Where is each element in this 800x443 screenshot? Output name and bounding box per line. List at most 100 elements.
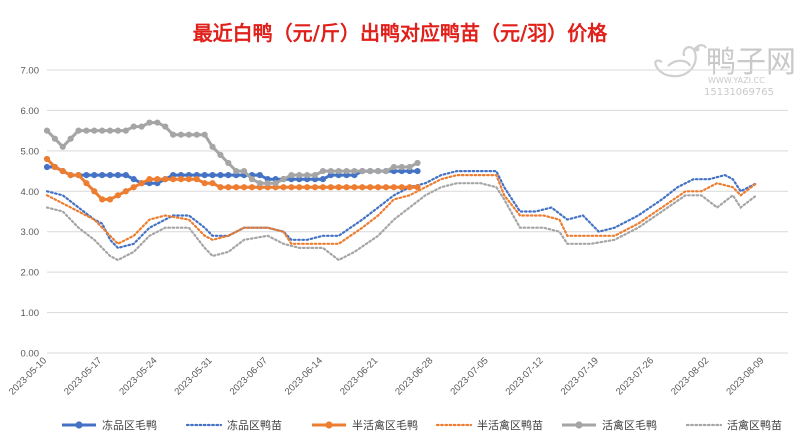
legend-label: 半活禽区毛鸭	[352, 418, 418, 432]
data-point	[99, 172, 106, 179]
series-lines	[43, 119, 758, 262]
data-point	[359, 167, 366, 175]
data-point	[225, 172, 232, 179]
data-point	[225, 159, 232, 167]
data-point	[390, 163, 397, 171]
data-point	[162, 123, 169, 130]
data-point	[122, 127, 129, 134]
data-point	[280, 176, 287, 183]
data-point	[59, 167, 66, 175]
data-point	[319, 167, 327, 175]
data-point	[170, 131, 177, 138]
series-line-6	[45, 182, 758, 262]
data-point	[343, 184, 350, 191]
data-point	[43, 127, 51, 134]
data-point	[209, 143, 216, 150]
data-point	[217, 151, 224, 158]
series-line-2	[45, 170, 758, 250]
x-tick-label: 2023-07-05	[448, 355, 490, 397]
data-point	[351, 167, 358, 175]
legend: 冻品区毛鸭 冻品区鸭苗 半活禽区毛鸭 半活禽区鸭苗 活禽区毛鸭 活禽区鸭苗	[62, 418, 782, 432]
y-tick-label: 2.00	[21, 268, 40, 279]
y-tick-label: 4.00	[21, 187, 40, 198]
data-point	[114, 192, 122, 199]
data-point	[327, 184, 334, 191]
data-point	[138, 180, 145, 187]
legend-marker	[75, 421, 83, 429]
legend-marker	[325, 421, 333, 429]
series-line-4	[45, 174, 758, 246]
watermark-logo: 鸭子网 WWW.YAZI.CC 15131069765	[654, 44, 796, 98]
data-point	[83, 127, 90, 134]
data-point	[91, 127, 98, 134]
data-point	[304, 172, 311, 179]
data-point	[51, 135, 58, 142]
data-point	[114, 172, 122, 179]
data-point	[130, 123, 137, 130]
data-point	[367, 184, 374, 191]
data-point	[414, 159, 421, 167]
data-point	[106, 172, 114, 179]
data-point	[374, 167, 382, 175]
data-point	[296, 184, 303, 191]
x-tick-label: 2023-07-26	[614, 355, 656, 397]
y-tick-label: 6.00	[21, 106, 40, 117]
x-tick-label: 2023-08-09	[724, 355, 766, 397]
data-point	[146, 176, 153, 183]
data-point	[146, 119, 153, 126]
data-point	[414, 167, 421, 175]
data-point	[51, 163, 58, 171]
data-point	[91, 188, 98, 195]
legend-label: 活禽区鸭苗	[727, 418, 782, 432]
data-point	[43, 163, 51, 171]
data-point	[414, 184, 421, 191]
data-point	[319, 184, 327, 191]
x-tick-label: 2023-05-31	[173, 355, 215, 397]
legend-label: 冻品区毛鸭	[102, 418, 157, 432]
legend-label: 冻品区鸭苗	[227, 418, 282, 432]
data-point	[91, 172, 98, 179]
x-tick-label: 2023-06-28	[393, 355, 435, 397]
data-point	[367, 167, 374, 175]
data-point	[233, 167, 240, 175]
data-point	[106, 127, 114, 134]
data-point	[177, 176, 185, 183]
data-point	[304, 184, 311, 191]
data-point	[83, 172, 90, 179]
data-point	[99, 196, 106, 203]
data-point	[75, 127, 82, 134]
y-tick-label: 5.00	[21, 146, 40, 157]
data-point	[154, 119, 161, 126]
data-point	[209, 172, 216, 179]
x-tick-label: 2023-08-02	[669, 355, 711, 397]
data-point	[390, 184, 397, 191]
data-point	[177, 131, 185, 138]
data-point	[193, 176, 200, 183]
y-tick-label: 3.00	[21, 227, 40, 238]
x-tick-label: 2023-05-10	[7, 355, 49, 397]
data-point	[201, 172, 208, 179]
data-point	[99, 127, 106, 134]
data-point	[59, 143, 66, 150]
data-point	[327, 167, 334, 175]
x-tick-label: 2023-06-14	[283, 355, 325, 397]
data-point	[193, 131, 200, 138]
gridlines	[47, 69, 788, 354]
data-point	[170, 176, 177, 183]
data-point	[335, 184, 342, 191]
y-axis-ticks: 0.00 1.00 2.00 3.00 4.00 5.00 6.00 7.00	[21, 66, 40, 360]
data-point	[217, 172, 224, 179]
data-point	[185, 131, 192, 138]
data-point	[67, 135, 74, 142]
data-point	[122, 172, 129, 179]
data-point	[185, 176, 192, 183]
data-point	[233, 184, 240, 191]
duck-logo-icon	[654, 44, 707, 78]
data-point	[296, 172, 303, 179]
data-point	[272, 180, 279, 187]
data-point	[264, 180, 271, 187]
legend-label: 半活禽区鸭苗	[477, 418, 543, 432]
x-tick-label: 2023-05-24	[117, 355, 159, 397]
data-point	[217, 184, 224, 191]
